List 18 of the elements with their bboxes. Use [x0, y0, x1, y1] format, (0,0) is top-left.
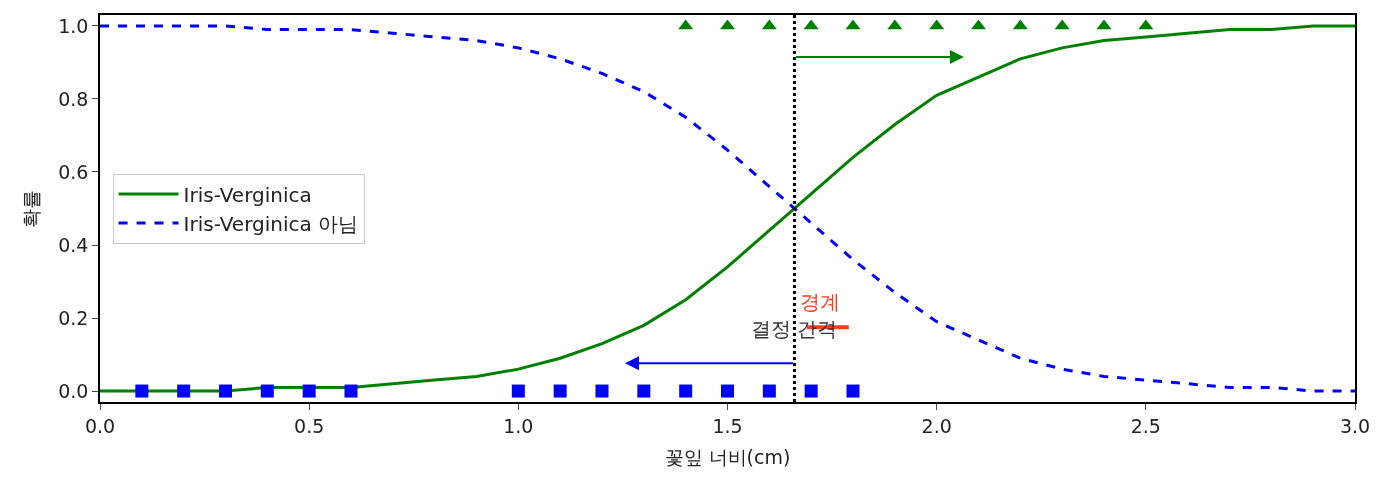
y-tick-label: 0.2 [58, 306, 89, 329]
y-tick-label: 0.8 [58, 87, 89, 110]
x-tick-label: 1.0 [503, 414, 534, 437]
y-axis-title: 확률 [19, 189, 42, 228]
x-axis-title: 꽃잎 너비(cm) [664, 445, 791, 468]
x-tick-label: 0.0 [84, 414, 116, 437]
annotation: 경계 [800, 290, 840, 314]
legend-label: Iris-Verginica 아님 [183, 211, 359, 236]
y-tick-label: 1.0 [58, 14, 89, 37]
x-tick-label: 3.0 [1339, 414, 1371, 437]
y-tick-label: 0.6 [58, 160, 89, 183]
y-tick-label: 0.4 [58, 233, 89, 256]
x-tick-label: 1.5 [712, 414, 743, 437]
x-tick-label: 0.5 [294, 414, 325, 437]
x-tick-label: 2.0 [921, 414, 952, 437]
legend-label: Iris-Verginica [183, 182, 312, 207]
x-tick-label: 2.5 [1130, 414, 1161, 437]
y-tick-label: 0.0 [58, 379, 89, 402]
